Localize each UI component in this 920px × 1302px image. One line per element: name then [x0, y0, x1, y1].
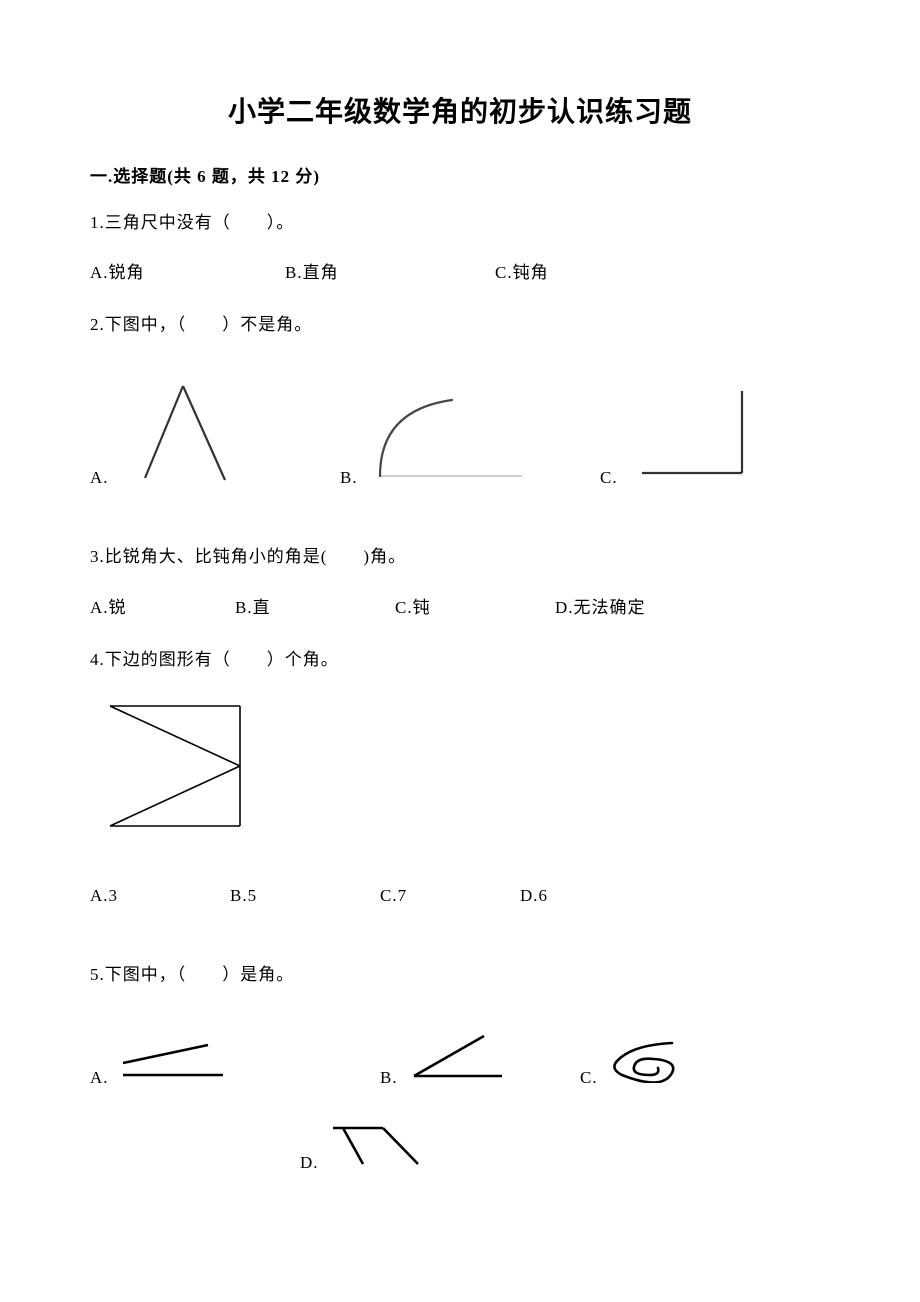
question-5: 5.下图中，（ ）是角。	[90, 961, 830, 988]
q5-opt-b-label: B.	[380, 1068, 398, 1088]
page-title: 小学二年级数学角的初步认识练习题	[90, 90, 830, 130]
q5-opt-d: D.	[300, 1118, 433, 1173]
q5-opt-c-label: C.	[580, 1068, 598, 1088]
q3-options: A.锐 B.直 C.钝 D.无法确定	[90, 593, 830, 618]
q5-opt-a: A.	[90, 1033, 380, 1088]
question-2: 2.下图中，（ ）不是角。	[90, 311, 830, 338]
section-heading: 一.选择题(共 6 题，共 12 分)	[90, 162, 830, 187]
q5-row-2: D.	[90, 1118, 830, 1173]
q3-opt-c: C.钝	[395, 593, 555, 618]
q5-opt-d-label: D.	[300, 1153, 319, 1173]
q4-figure	[90, 691, 830, 846]
broken-lines-d-icon	[323, 1118, 433, 1173]
q4-opt-c: C.7	[380, 886, 520, 906]
q1-opt-c: C.钝角	[495, 258, 549, 283]
q1-options: A.锐角 B.直角 C.钝角	[90, 258, 830, 283]
q1-opt-b: B.直角	[285, 258, 495, 283]
curve-shape-b-icon	[362, 388, 532, 488]
two-lines-a-icon	[113, 1033, 243, 1088]
q2-opt-b: B.	[340, 388, 600, 488]
worksheet-page: 小学二年级数学角的初步认识练习题 一.选择题(共 6 题，共 12 分) 1.三…	[0, 0, 920, 1302]
polygon-figure-icon	[90, 691, 270, 846]
question-3: 3.比锐角大、比钝角小的角是( )角。	[90, 543, 830, 570]
q2-opt-a: A.	[90, 378, 340, 488]
q2-opt-a-label: A.	[90, 468, 109, 488]
q5-opt-b: B.	[380, 1028, 580, 1088]
q2-opt-c-label: C.	[600, 468, 618, 488]
q5-row-1: A. B. C.	[90, 1028, 830, 1088]
q5-options: A. B. C. D.	[90, 1028, 830, 1173]
spiral-c-icon	[602, 1033, 697, 1088]
q4-options: A.3 B.5 C.7 D.6	[90, 886, 830, 906]
right-angle-c-icon	[622, 383, 762, 488]
q5-opt-c: C.	[580, 1033, 697, 1088]
q2-opt-c: C.	[600, 383, 762, 488]
q4-opt-d: D.6	[520, 886, 548, 906]
question-1: 1.三角尺中没有（ ）。	[90, 209, 830, 236]
q2-opt-b-label: B.	[340, 468, 358, 488]
q5-opt-a-label: A.	[90, 1068, 109, 1088]
q3-opt-b: B.直	[235, 593, 395, 618]
question-4: 4.下边的图形有（ ）个角。	[90, 646, 830, 673]
q2-options: A. B. C.	[90, 378, 830, 488]
q4-opt-b: B.5	[230, 886, 380, 906]
q4-opt-a: A.3	[90, 886, 230, 906]
q3-opt-d: D.无法确定	[555, 593, 646, 618]
angle-shape-a-icon	[113, 378, 253, 488]
angle-b-icon	[402, 1028, 522, 1088]
q3-opt-a: A.锐	[90, 593, 235, 618]
q1-opt-a: A.锐角	[90, 258, 285, 283]
